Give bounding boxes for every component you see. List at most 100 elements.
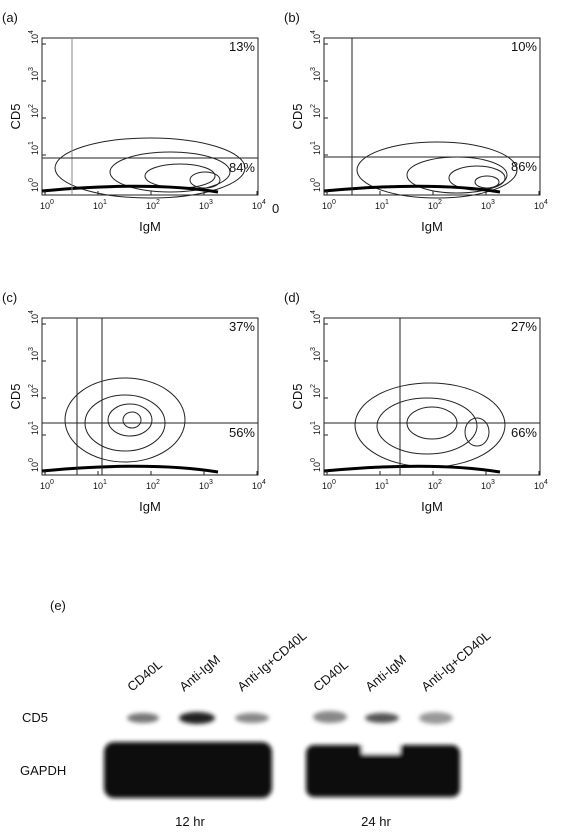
lane-label: Anti-IgM xyxy=(176,652,223,695)
tick-exponent: 4 xyxy=(262,479,266,486)
tick-exponent: 3 xyxy=(209,479,213,486)
time-label: 24 hr xyxy=(361,814,391,829)
tick-base: 10 xyxy=(93,481,103,491)
tick-base: 10 xyxy=(312,108,322,118)
x-tick-label: 101 xyxy=(93,199,107,211)
tick-base: 10 xyxy=(30,145,40,155)
tick-exponent: 4 xyxy=(28,310,35,314)
tick-base: 10 xyxy=(312,34,322,44)
x-tick-label: 104 xyxy=(534,199,548,211)
contour xyxy=(377,398,477,454)
lane-label: Anti-IgM xyxy=(362,652,409,695)
tick-base: 10 xyxy=(30,71,40,81)
tick-exponent: 0 xyxy=(332,199,336,206)
x-tick-label: 101 xyxy=(93,479,107,491)
tick-exponent: 1 xyxy=(28,421,35,425)
plot-frame xyxy=(42,318,258,475)
x-tick-label: 104 xyxy=(252,479,266,491)
tick-base: 10 xyxy=(375,201,385,211)
x-tick-label: 104 xyxy=(252,199,266,211)
y-axis-label: CD5 xyxy=(8,103,23,129)
flow-panel: (c)37%56%100100101101102102103103104104I… xyxy=(2,290,266,514)
lane-label: Anti-Ig+CD40L xyxy=(234,628,309,695)
x-tick-label: 102 xyxy=(428,199,442,211)
quadrant-percent: 84% xyxy=(229,160,255,175)
y-tick-label: 104 xyxy=(310,30,322,44)
tick-base: 10 xyxy=(312,145,322,155)
lane-label: Anti-Ig+CD40L xyxy=(418,628,493,695)
tick-base: 10 xyxy=(252,481,262,491)
contour xyxy=(145,164,215,188)
tick-base: 10 xyxy=(30,351,40,361)
panel-label: (c) xyxy=(2,290,17,305)
x-tick-label: 103 xyxy=(481,199,495,211)
tick-exponent: 3 xyxy=(491,479,495,486)
y-tick-label: 101 xyxy=(28,141,40,155)
contour xyxy=(190,172,220,188)
y-tick-label: 103 xyxy=(28,67,40,81)
tick-exponent: 0 xyxy=(28,458,35,462)
contour xyxy=(108,404,152,436)
y-tick-label: 101 xyxy=(310,421,322,435)
tick-exponent: 0 xyxy=(50,199,54,206)
tick-exponent: 4 xyxy=(262,199,266,206)
y-tick-label: 102 xyxy=(310,384,322,398)
x-tick-label: 102 xyxy=(146,199,160,211)
tick-base: 10 xyxy=(322,481,332,491)
tick-exponent: 1 xyxy=(310,141,317,145)
time-label: 12 hr xyxy=(175,814,205,829)
quadrant-percent: 13% xyxy=(229,39,255,54)
x-axis-label: IgM xyxy=(139,219,161,234)
tick-base: 10 xyxy=(30,182,40,192)
tick-exponent: 2 xyxy=(156,199,160,206)
y-tick-label: 102 xyxy=(310,104,322,118)
tick-exponent: 2 xyxy=(28,384,35,388)
tick-base: 10 xyxy=(40,481,50,491)
tick-exponent: 0 xyxy=(310,458,317,462)
contour xyxy=(65,378,185,462)
tick-base: 10 xyxy=(312,71,322,81)
y-tick-label: 102 xyxy=(28,384,40,398)
y-tick-label: 103 xyxy=(28,347,40,361)
y-tick-label: 101 xyxy=(310,141,322,155)
lane-label: CD40L xyxy=(310,657,351,695)
panel-label: (e) xyxy=(50,598,66,613)
tick-exponent: 0 xyxy=(28,178,35,182)
tick-base: 10 xyxy=(481,201,491,211)
quadrant-percent: 27% xyxy=(511,319,537,334)
plot-frame xyxy=(324,318,540,475)
x-tick-label: 101 xyxy=(375,199,389,211)
tick-base: 10 xyxy=(428,201,438,211)
quadrant-percent: 66% xyxy=(511,425,537,440)
tick-base: 10 xyxy=(30,425,40,435)
quadrant-percent: 56% xyxy=(229,425,255,440)
x-tick-label: 103 xyxy=(481,479,495,491)
y-tick-label: 101 xyxy=(28,421,40,435)
tick-base: 10 xyxy=(252,201,262,211)
tick-base: 10 xyxy=(146,481,156,491)
x-tick-label: 103 xyxy=(199,199,213,211)
contour-base xyxy=(324,186,500,192)
tick-exponent: 3 xyxy=(28,67,35,71)
x-tick-label: 103 xyxy=(199,479,213,491)
tick-exponent: 3 xyxy=(491,199,495,206)
x-tick-label: 100 xyxy=(322,479,336,491)
tick-exponent: 2 xyxy=(438,479,442,486)
tick-base: 10 xyxy=(312,182,322,192)
tick-base: 10 xyxy=(30,314,40,324)
tick-base: 10 xyxy=(146,201,156,211)
panel-label: (d) xyxy=(284,290,300,305)
x-tick-label: 100 xyxy=(40,479,54,491)
x-tick-label: 100 xyxy=(322,199,336,211)
annotation: 0 xyxy=(272,201,279,216)
tick-exponent: 4 xyxy=(544,479,548,486)
tick-exponent: 3 xyxy=(28,347,35,351)
tick-exponent: 3 xyxy=(310,67,317,71)
y-axis-label: CD5 xyxy=(290,383,305,409)
tick-exponent: 4 xyxy=(310,310,317,314)
flow-panel: (d)27%66%100100101101102102103103104104I… xyxy=(284,290,548,514)
quadrant-percent: 37% xyxy=(229,319,255,334)
contour xyxy=(123,412,141,428)
tick-exponent: 1 xyxy=(385,479,389,486)
flow-panel: (a)13%84%100100101101102102103103104104I… xyxy=(2,10,279,234)
